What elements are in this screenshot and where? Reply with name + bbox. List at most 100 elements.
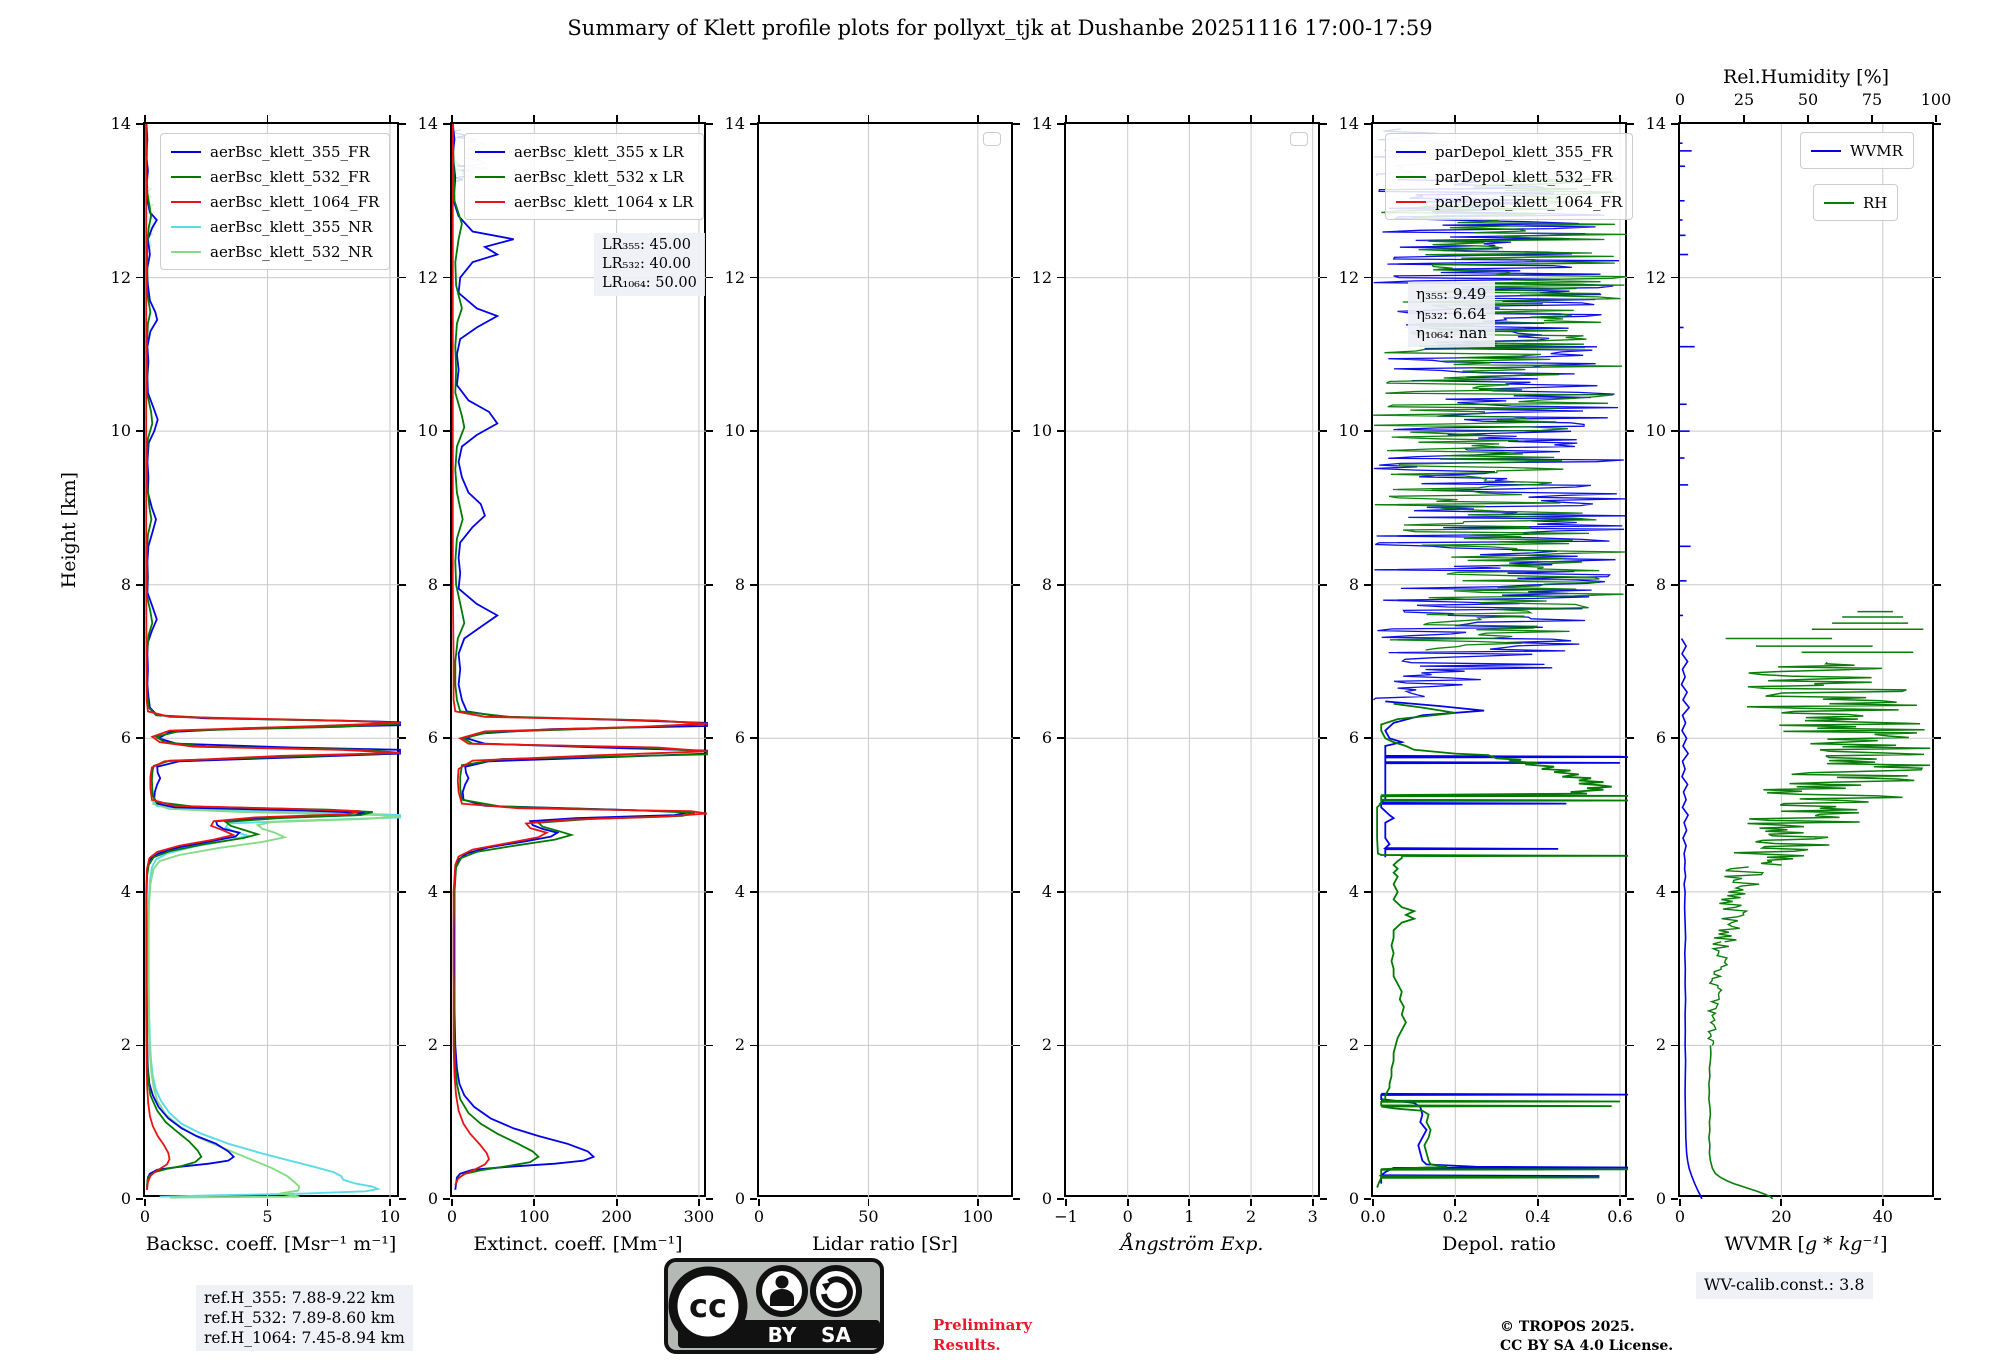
y-tick-label: 2 xyxy=(734,1035,745,1055)
y-tick-label: 2 xyxy=(1655,1035,1666,1055)
series-canvas xyxy=(145,124,401,1199)
tick-mark xyxy=(399,1198,406,1200)
RH_noise_low xyxy=(1706,941,1729,1046)
series-canvas xyxy=(452,124,708,1199)
y-tick-label: 8 xyxy=(427,574,438,594)
tick-mark xyxy=(1780,1199,1783,1206)
tick-mark xyxy=(750,430,757,433)
wv-calib-const: WV-calib.const.: 3.8 xyxy=(1704,1275,1865,1294)
legend-entry: RH xyxy=(1824,190,1887,215)
tick-mark xyxy=(706,276,713,279)
tick-mark xyxy=(1627,890,1634,893)
tick-mark xyxy=(1188,115,1191,122)
tick-mark xyxy=(706,890,713,893)
tick-mark xyxy=(443,890,450,893)
tick-mark xyxy=(443,276,450,279)
tick-mark xyxy=(1536,1199,1539,1206)
tick-mark xyxy=(443,430,450,433)
series-canvas xyxy=(1680,124,1936,1199)
tick-mark xyxy=(1881,1199,1884,1206)
y-tick-label: 8 xyxy=(1041,574,1052,594)
tick-mark xyxy=(750,1044,757,1047)
tick-mark xyxy=(867,1199,870,1206)
tick-mark xyxy=(750,737,757,740)
tick-mark xyxy=(533,115,536,122)
tick-mark xyxy=(389,115,391,122)
legend-entry-label: aerBsc_klett_1064_FR xyxy=(210,192,380,211)
tick-mark xyxy=(1627,276,1634,279)
tick-mark xyxy=(615,115,618,122)
tick-mark xyxy=(1627,583,1634,586)
x-tick-label: 200 xyxy=(601,1207,632,1226)
legend-entry: parDepol_klett_532_FR xyxy=(1396,164,1622,189)
legend-line-sample xyxy=(171,225,201,228)
svg-text:BY: BY xyxy=(768,1323,797,1347)
legend-line-sample xyxy=(1396,150,1426,153)
tick-mark xyxy=(399,123,406,125)
y-tick-label: 10 xyxy=(417,421,438,441)
tick-mark xyxy=(1454,1199,1457,1206)
legend-entry-label: RH xyxy=(1863,193,1888,212)
tick-mark xyxy=(1671,123,1678,125)
y-tick-label: 4 xyxy=(120,881,131,901)
x-axis-label: Backsc. coeff. [Msr⁻¹ m⁻¹] xyxy=(145,1233,397,1255)
plot-lidar-ratio: 0 50 100 0 2 4 6 8 10 12 14 Lidar ratio [Sr] xyxy=(725,115,1020,1255)
y-tick-label: 4 xyxy=(734,881,745,901)
tick-mark xyxy=(1935,115,1937,122)
tick-mark xyxy=(399,737,406,740)
RH_base xyxy=(1708,1045,1774,1199)
legend-line-sample xyxy=(171,200,201,203)
y-tick-label: 0 xyxy=(1655,1189,1666,1208)
tick-mark xyxy=(867,115,870,122)
eta-355-value: η₃₅₅: 9.49 xyxy=(1416,285,1487,303)
y-tick-label: 14 xyxy=(1031,114,1052,133)
tick-mark xyxy=(698,1199,700,1206)
y-tick-label: 12 xyxy=(1031,267,1052,287)
tick-mark xyxy=(136,1044,143,1047)
legend-box-empty xyxy=(1290,132,1308,146)
x-tick-label: 50 xyxy=(858,1207,879,1226)
legend-entry-label: aerBsc_klett_532_FR xyxy=(210,167,370,186)
legend-entry-label: WVMR xyxy=(1850,141,1903,160)
tick-mark xyxy=(1057,1198,1064,1200)
reference-height-box: ref.H_355: 7.88-9.22 km ref.H_532: 7.89-… xyxy=(196,1285,413,1352)
tick-mark xyxy=(1364,737,1371,740)
legend-line-sample xyxy=(1824,201,1854,204)
tick-mark xyxy=(1013,123,1020,125)
legend-entry: aerBsc_klett_355_FR xyxy=(171,139,379,164)
tick-mark xyxy=(399,276,406,279)
eta-1064-value: η₁₀₆₄: nan xyxy=(1416,324,1488,342)
y-tick-label: 6 xyxy=(1348,728,1359,748)
tick-mark xyxy=(1126,1199,1129,1206)
tick-mark xyxy=(1671,737,1678,740)
tick-mark xyxy=(1619,115,1621,122)
y-tick-label: 4 xyxy=(1041,881,1052,901)
y-tick-label: 2 xyxy=(1041,1035,1052,1055)
y-tick-label: 8 xyxy=(1655,574,1666,594)
legend-entry: aerBsc_klett_1064_FR xyxy=(171,189,379,214)
y-tick-label: 6 xyxy=(1655,728,1666,748)
tick-mark xyxy=(1311,1199,1314,1206)
tick-mark xyxy=(1454,115,1457,122)
y-tick-label: 10 xyxy=(724,421,745,441)
tick-mark xyxy=(1013,1198,1020,1200)
tick-mark xyxy=(1627,123,1634,125)
lr-1064-value: LR₁₀₆₄: 50.00 xyxy=(602,274,697,291)
x-axis-label: WVMR [g * kg⁻¹] xyxy=(1724,1233,1888,1255)
tick-mark xyxy=(136,737,143,740)
y-tick-label: 14 xyxy=(110,114,131,133)
tick-mark xyxy=(1057,1044,1064,1047)
figure-title: Summary of Klett profile plots for polly… xyxy=(567,16,1433,40)
x-tick-label: 3 xyxy=(1307,1207,1318,1226)
y-tick-label: 6 xyxy=(120,728,131,748)
aerBsc_klett_1064_x_LR xyxy=(452,124,708,1186)
ref-h-355: ref.H_355: 7.88-9.22 km xyxy=(204,1289,395,1307)
tick-mark xyxy=(1364,430,1371,433)
wv-calibration-box: WV-calib.const.: 3.8 xyxy=(1696,1272,1873,1299)
y-tick-label: 14 xyxy=(724,114,745,133)
cc-icon xyxy=(668,1266,748,1346)
series-canvas xyxy=(1066,124,1322,1199)
tick-mark xyxy=(1320,1044,1327,1047)
tick-mark xyxy=(144,115,146,122)
tick-mark xyxy=(136,583,143,586)
